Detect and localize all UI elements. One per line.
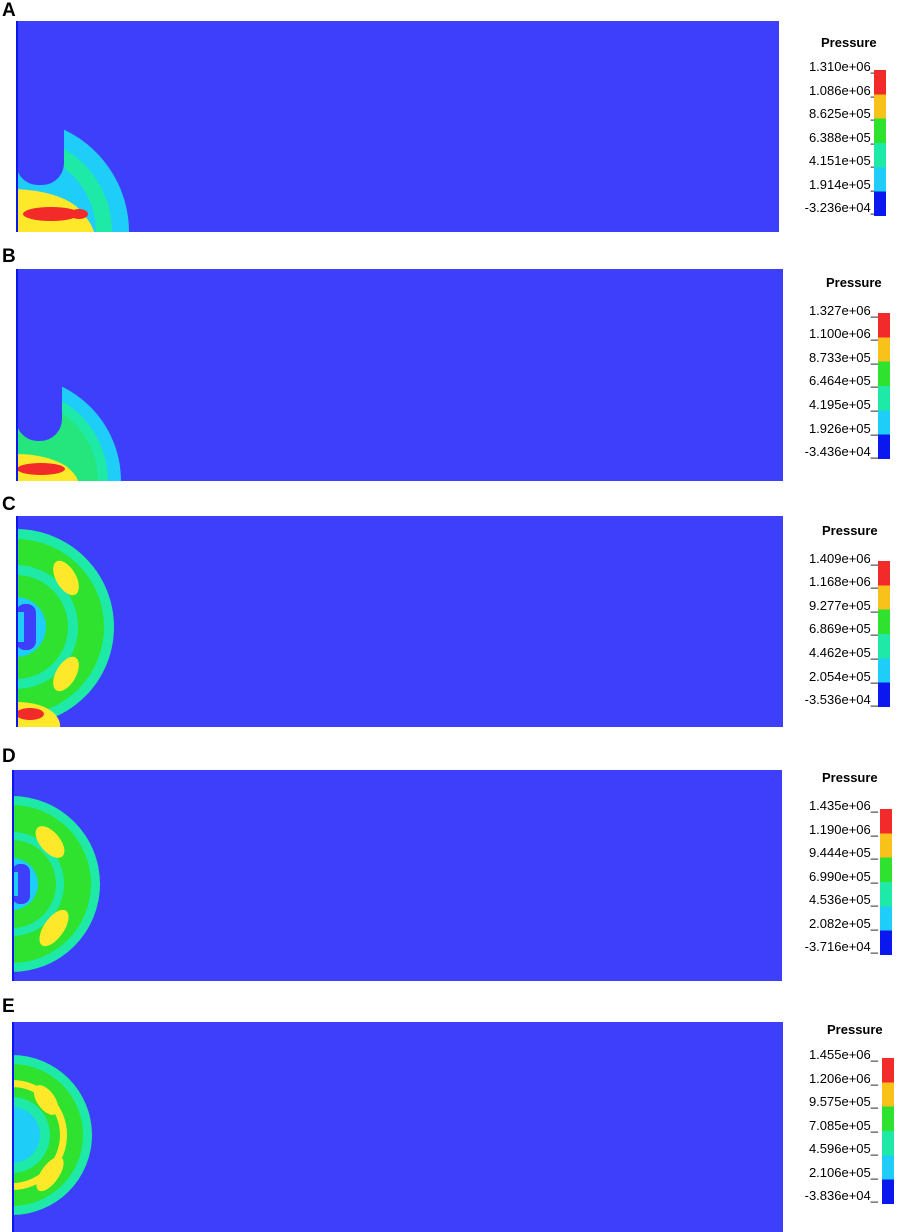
legend-title: Pressure [827,1022,883,1037]
legend-tick: 1.327e+06 [809,303,878,318]
legend-tick: 1.190e+06 [809,822,878,837]
pressure-field [16,21,779,232]
legend-color-bar [878,561,890,707]
legend-tick: 1.100e+06 [809,326,878,341]
legend-tick: 6.464e+05 [809,373,878,388]
legend-tick: 9.444e+05 [809,845,878,860]
legend-tick: 1.455e+06 [809,1047,878,1062]
legend-tick: 2.082e+05 [809,916,878,931]
panel-a: A Pressure 1.310e+06 1.086e+06 8.625e+05… [0,0,899,240]
legend-tick: -3.836e+04 [805,1188,878,1203]
panel-label: D [2,746,16,767]
legend-tick: 4.536e+05 [809,892,878,907]
pressure-legend: Pressure 1.455e+06 1.206e+06 9.575e+05 7… [790,1018,899,1228]
legend-tick: 2.054e+05 [809,669,878,684]
legend-tick: 1.206e+06 [809,1071,878,1086]
legend-tick: 1.086e+06 [809,83,878,98]
legend-tick: 7.085e+05 [809,1118,878,1133]
legend-tick: 8.625e+05 [809,106,878,121]
legend-title: Pressure [826,275,882,290]
legend-tick: 1.168e+06 [809,574,878,589]
panel-label: E [2,996,15,1017]
pressure-field [12,1022,783,1232]
legend-tick: 9.575e+05 [809,1094,878,1109]
legend-title: Pressure [822,523,878,538]
legend-tick: 8.733e+05 [809,350,878,365]
panel-b: B Pressure 1.327e+06 1.100e+06 8.733e+05… [0,246,899,486]
pressure-field [16,269,783,481]
panel-label: B [2,246,16,267]
legend-color-bar [878,313,890,459]
legend-tick: 1.926e+05 [809,421,878,436]
legend-tick: -3.236e+04 [805,200,878,215]
legend-color-bar [880,809,892,955]
panel-e: E Pressure 1.455e+06 1.206e+06 9.575e+05… [0,996,899,1232]
pressure-field [16,516,783,727]
legend-title: Pressure [822,770,878,785]
legend-tick: 1.435e+06 [809,798,878,813]
pressure-legend: Pressure 1.435e+06 1.190e+06 9.444e+05 6… [790,766,899,976]
legend-tick: 6.388e+05 [809,130,878,145]
panel-label: A [2,0,16,21]
legend-tick: 4.151e+05 [809,153,878,168]
legend-tick: 1.409e+06 [809,551,878,566]
legend-tick: -3.536e+04 [805,692,878,707]
legend-tick: 1.310e+06 [809,59,878,74]
legend-tick: 4.195e+05 [809,397,878,412]
legend-tick: 2.106e+05 [809,1165,878,1180]
legend-color-bar [882,1058,894,1204]
legend-tick: -3.716e+04 [805,939,878,954]
legend-tick: 6.869e+05 [809,621,878,636]
legend-tick: -3.436e+04 [805,444,878,459]
panel-c: C Pressure 1.409e+06 1.168e+06 9.277e+05… [0,494,899,734]
pressure-legend: Pressure 1.409e+06 1.168e+06 9.277e+05 6… [790,514,899,724]
pressure-legend: Pressure 1.327e+06 1.100e+06 8.733e+05 6… [790,266,899,476]
legend-tick: 6.990e+05 [809,869,878,884]
legend-title: Pressure [821,35,877,50]
legend-tick: 4.462e+05 [809,645,878,660]
legend-tick: 1.914e+05 [809,177,878,192]
panel-label: C [2,494,16,515]
pressure-field [12,770,782,981]
legend-tick: 4.596e+05 [809,1141,878,1156]
legend-color-bar [874,70,886,216]
panel-d: D Pressure 1.435e+06 1.190e+06 9.444e+05… [0,746,899,986]
legend-tick: 9.277e+05 [809,598,878,613]
pressure-legend: Pressure 1.310e+06 1.086e+06 8.625e+05 6… [790,30,899,230]
